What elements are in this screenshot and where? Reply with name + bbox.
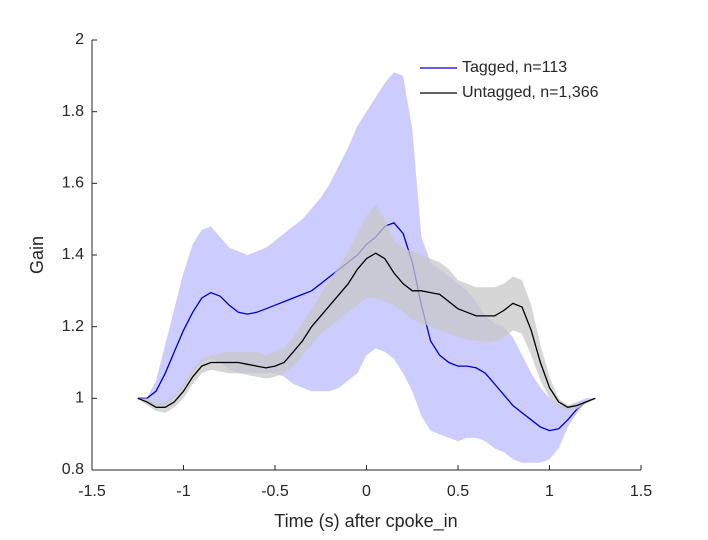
series-line (137, 252, 596, 408)
x-tick-label: 0 (362, 483, 371, 500)
x-tick-label: 1.5 (630, 483, 652, 500)
legend-label: Tagged, n=113 (462, 59, 567, 76)
y-tick-label: 1 (75, 390, 84, 407)
plot-area (137, 72, 596, 463)
y-axis-label: Gain (27, 236, 47, 274)
x-tick-label: 0.5 (447, 483, 469, 500)
confidence-band (137, 204, 596, 413)
y-tick-label: 1.4 (62, 246, 84, 263)
y-tick-label: 1.6 (62, 175, 84, 192)
x-tick-label: -1.5 (78, 483, 106, 500)
legend-label: Untagged, n=1,366 (462, 84, 599, 101)
y-tick-label: 1.8 (62, 103, 84, 120)
x-tick-label: -1 (176, 483, 190, 500)
x-tick-label: -0.5 (261, 483, 289, 500)
x-axis-label: Time (s) after cpoke_in (274, 511, 457, 532)
y-tick-label: 0.8 (62, 461, 84, 478)
y-tick-label: 2 (75, 31, 84, 48)
y-tick-label: 1.2 (62, 318, 84, 335)
x-tick-label: 1 (545, 483, 554, 500)
